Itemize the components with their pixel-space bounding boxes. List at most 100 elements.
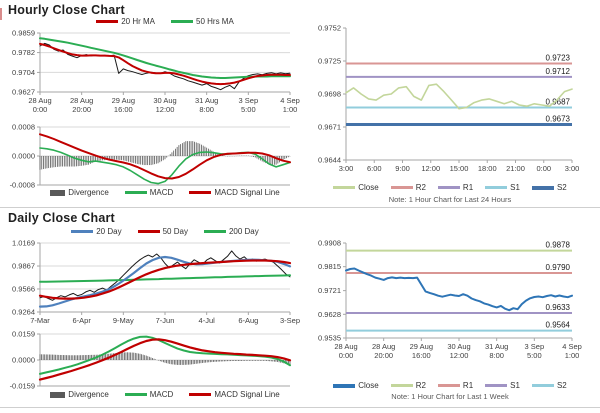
divergence-bar xyxy=(105,354,107,360)
legend-item-r2: R2 xyxy=(390,381,426,390)
divergence-bar xyxy=(63,355,64,360)
divergence-bar xyxy=(188,360,189,365)
divergence-bar xyxy=(234,360,236,361)
y-tick-label: 0.9644 xyxy=(318,156,341,165)
divergence-bar xyxy=(256,156,258,159)
divergence-bar xyxy=(67,355,69,360)
divergence-bar xyxy=(147,156,149,166)
legend-label: MACD xyxy=(149,188,174,197)
line-swatch xyxy=(390,186,413,189)
x-tick-label: 1:00 xyxy=(565,351,580,360)
divergence-bar xyxy=(48,156,50,169)
daily-macd-legend: Divergence MACD MACD Signal Line xyxy=(40,390,290,399)
legend-item-close: Close xyxy=(333,183,379,192)
divergence-bar xyxy=(116,352,117,360)
y-tick-label: 0.9908 xyxy=(318,239,341,248)
y-tick-label: -0.0008 xyxy=(10,181,35,190)
divergence-bar xyxy=(202,145,204,156)
legend-item-200day: 200 Day xyxy=(203,227,259,236)
divergence-bar xyxy=(272,156,274,165)
series-close xyxy=(39,42,291,91)
divergence-bar xyxy=(267,360,269,362)
divergence-bar xyxy=(44,156,46,169)
daily-chart-title: Daily Close Chart xyxy=(8,211,115,225)
series-close xyxy=(345,83,573,110)
divergence-bar xyxy=(129,156,131,163)
line-swatch xyxy=(71,230,94,233)
divergence-bar xyxy=(244,360,246,361)
legend-label: Divergence xyxy=(68,390,109,399)
divergence-bar xyxy=(222,360,224,362)
line-swatch xyxy=(437,384,460,387)
bottom-divider xyxy=(0,407,600,408)
legend-label: 200 Day xyxy=(228,227,259,236)
legend-item-20hr-ma: 20 Hr MA xyxy=(96,17,155,26)
divergence-bar xyxy=(178,145,180,157)
divergence-bar xyxy=(225,360,227,362)
divergence-bar xyxy=(227,360,228,362)
divergence-bar xyxy=(213,151,215,156)
x-tick-label: 31 Aug xyxy=(485,342,508,351)
divergence-bar xyxy=(206,360,208,363)
x-tick-label: 3 Sep xyxy=(239,96,259,105)
divergence-bar xyxy=(169,154,171,156)
weekly-pivot-legend: Close R2 R1 S1 S2 xyxy=(300,381,600,390)
legend-label: S2 xyxy=(556,381,567,390)
line-swatch xyxy=(390,384,413,387)
divergence-bar xyxy=(233,360,235,361)
x-tick-label: 8:00 xyxy=(199,105,214,114)
divergence-bar xyxy=(286,156,287,159)
divergence-bar xyxy=(198,360,200,364)
divergence-bar xyxy=(150,357,152,360)
divergence-bar xyxy=(66,355,67,360)
divergence-bar xyxy=(167,360,169,364)
divergence-bar xyxy=(142,354,144,360)
divergence-bar xyxy=(41,354,42,360)
divergence-bar xyxy=(258,360,260,361)
divergence-bar xyxy=(122,352,124,360)
divergence-bar xyxy=(269,360,271,362)
divergence-bar xyxy=(114,156,116,160)
divergence-bar xyxy=(86,355,88,360)
y-tick-label: 0.0000 xyxy=(12,356,35,365)
divergence-bar xyxy=(286,360,288,365)
divergence-bar xyxy=(195,360,197,364)
divergence-bar xyxy=(267,156,268,164)
pivot-value-label: 0.9673 xyxy=(546,115,571,124)
legend-item-macd-signal: MACD Signal Line xyxy=(189,188,280,197)
legend-label: S1 xyxy=(510,183,520,192)
divergence-bar xyxy=(145,355,147,360)
line-swatch xyxy=(485,384,508,387)
divergence-bar xyxy=(67,156,69,167)
divergence-bar xyxy=(69,156,70,167)
divergence-bar xyxy=(191,360,192,365)
divergence-bar xyxy=(181,143,183,156)
divergence-bar xyxy=(238,360,239,361)
divergence-bar xyxy=(251,156,253,157)
y-tick-label: 0.0008 xyxy=(12,123,35,132)
legend-label: R2 xyxy=(415,183,426,192)
x-tick-label: 30 Aug xyxy=(153,96,176,105)
legend-label: R1 xyxy=(462,381,474,390)
divergence-bar xyxy=(201,144,202,156)
divergence-bar xyxy=(46,156,48,169)
divergence-bar xyxy=(166,360,167,364)
divergence-bar xyxy=(77,156,79,167)
divergence-bar xyxy=(117,352,119,360)
divergence-bar xyxy=(48,354,50,360)
divergence-bar xyxy=(155,359,157,360)
divergence-bar xyxy=(253,156,254,157)
divergence-bar xyxy=(43,156,44,170)
divergence-bar xyxy=(185,141,187,156)
divergence-bar xyxy=(272,360,274,362)
x-tick-label: 31 Aug xyxy=(195,96,218,105)
line-swatch xyxy=(531,185,554,190)
divergence-bar xyxy=(55,156,57,168)
legend-item-macd: MACD xyxy=(124,188,174,197)
x-tick-label: 0:00 xyxy=(536,164,551,173)
divergence-bar xyxy=(84,355,86,360)
divergence-bar xyxy=(155,156,157,164)
divergence-bar xyxy=(178,360,180,365)
